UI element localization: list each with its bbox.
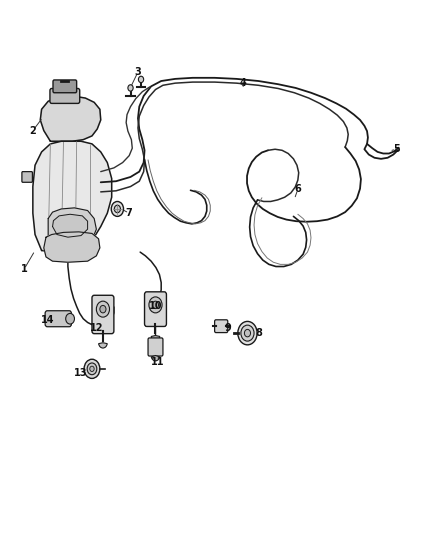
Polygon shape	[40, 96, 101, 141]
Circle shape	[238, 321, 257, 345]
Polygon shape	[44, 232, 100, 262]
Circle shape	[114, 205, 120, 213]
Circle shape	[241, 325, 254, 341]
FancyBboxPatch shape	[92, 295, 114, 334]
Circle shape	[96, 301, 110, 317]
Circle shape	[84, 359, 100, 378]
Text: 6: 6	[294, 184, 301, 194]
Circle shape	[111, 201, 124, 216]
Text: 7: 7	[126, 208, 133, 218]
Text: 13: 13	[74, 368, 88, 378]
Text: 4: 4	[240, 78, 247, 87]
Text: 14: 14	[42, 315, 55, 325]
Polygon shape	[48, 208, 96, 245]
Wedge shape	[99, 343, 107, 348]
Text: 11: 11	[151, 358, 164, 367]
Text: 1: 1	[21, 264, 28, 274]
Text: 8: 8	[255, 328, 262, 338]
FancyBboxPatch shape	[45, 311, 71, 327]
Text: 12: 12	[90, 323, 103, 333]
Circle shape	[87, 363, 97, 375]
Wedge shape	[151, 356, 160, 361]
Circle shape	[128, 85, 133, 91]
Text: 3: 3	[134, 67, 141, 77]
Text: 9: 9	[224, 323, 231, 333]
Circle shape	[100, 305, 106, 313]
FancyBboxPatch shape	[145, 292, 166, 326]
Circle shape	[149, 297, 162, 313]
Circle shape	[138, 76, 144, 83]
Circle shape	[90, 366, 94, 372]
Text: 10: 10	[149, 302, 162, 311]
Polygon shape	[53, 214, 88, 237]
Text: 5: 5	[393, 144, 400, 154]
Polygon shape	[33, 141, 112, 252]
Circle shape	[244, 329, 251, 337]
Circle shape	[66, 313, 74, 324]
FancyBboxPatch shape	[148, 338, 163, 356]
Text: 2: 2	[29, 126, 36, 135]
FancyBboxPatch shape	[53, 80, 77, 93]
FancyBboxPatch shape	[50, 88, 80, 103]
Circle shape	[152, 301, 159, 309]
FancyBboxPatch shape	[22, 172, 32, 182]
FancyBboxPatch shape	[215, 320, 228, 333]
Wedge shape	[151, 336, 160, 341]
